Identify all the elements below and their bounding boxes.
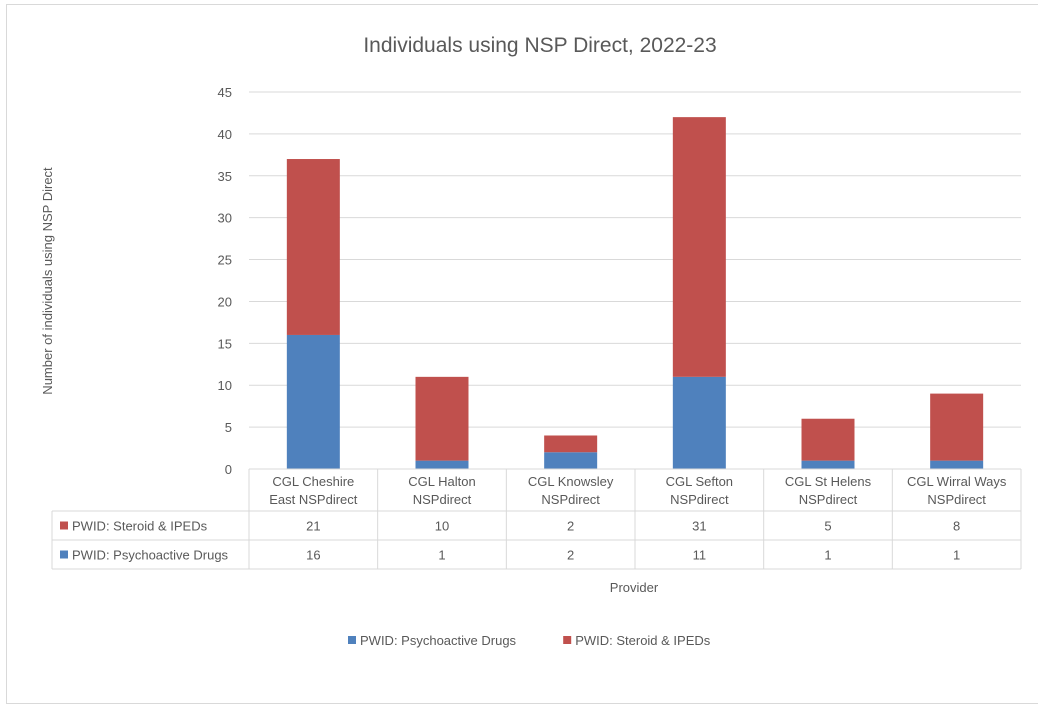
category-label: NSPdirect xyxy=(670,492,729,507)
legend: PWID: Psychoactive Drugs PWID: Steroid & … xyxy=(348,633,711,648)
category-label: CGL Knowsley xyxy=(528,474,614,489)
bar-segment xyxy=(930,460,984,469)
bar-segment xyxy=(286,334,340,469)
bar-segment xyxy=(286,159,340,335)
category-label: NSPdirect xyxy=(413,492,472,507)
y-tick-label: 30 xyxy=(218,211,232,226)
data-label: 8 xyxy=(953,519,960,534)
y-tick-label: 35 xyxy=(218,169,232,184)
y-tick-label: 45 xyxy=(218,85,232,100)
y-tick-label: 5 xyxy=(225,420,232,435)
legend-swatch xyxy=(348,636,356,644)
category-label: East NSPdirect xyxy=(269,492,358,507)
bar-segment xyxy=(801,460,855,469)
bar-segment xyxy=(672,376,726,469)
data-label: 1 xyxy=(953,548,960,563)
chart-title: Individuals using NSP Direct, 2022-23 xyxy=(363,34,716,57)
x-axis-title: Provider xyxy=(610,580,659,595)
y-tick-label: 10 xyxy=(218,378,232,393)
y-axis-ticks: 0 5 10 15 20 25 30 35 40 45 xyxy=(218,85,232,477)
table-legend-key xyxy=(60,550,68,559)
chart-container: Individuals using NSP Direct, 2022-23 Nu… xyxy=(6,4,1038,704)
data-label: 5 xyxy=(824,519,831,534)
y-tick-label: 40 xyxy=(218,127,232,142)
table-legend-key xyxy=(60,521,68,530)
y-tick-label: 20 xyxy=(218,294,232,309)
data-label: 31 xyxy=(692,519,706,534)
bar-segment xyxy=(801,418,855,461)
category-label: CGL St Helens xyxy=(785,474,872,489)
stacked-bar-chart: Individuals using NSP Direct, 2022-23 Nu… xyxy=(40,34,1022,648)
y-tick-label: 25 xyxy=(218,253,232,268)
category-label: CGL Sefton xyxy=(666,474,733,489)
data-label: 16 xyxy=(306,548,320,563)
category-label: NSPdirect xyxy=(927,492,986,507)
data-label: 2 xyxy=(567,548,574,563)
category-label: CGL Halton xyxy=(408,474,475,489)
data-table: CGL Cheshire East NSPdirect CGL Halton NSPd… xyxy=(51,468,1022,570)
category-label: NSPdirect xyxy=(799,492,858,507)
y-axis-title: Number of individuals using NSP Direct xyxy=(40,167,55,395)
bar-segment xyxy=(930,393,984,461)
bars xyxy=(286,117,984,469)
bar-segment xyxy=(544,452,598,469)
data-label: 2 xyxy=(567,519,574,534)
category-label: NSPdirect xyxy=(541,492,600,507)
bar-segment xyxy=(672,117,726,377)
data-label: 10 xyxy=(435,519,449,534)
bar-segment xyxy=(415,376,469,461)
gridlines xyxy=(249,91,1021,470)
legend-swatch xyxy=(563,636,572,644)
y-tick-label: 0 xyxy=(225,462,232,477)
legend-label: PWID: Steroid & IPEDs xyxy=(575,633,711,648)
bar-segment xyxy=(544,435,598,453)
category-label: CGL Cheshire xyxy=(272,474,354,489)
data-label: 1 xyxy=(824,548,831,563)
data-label: 21 xyxy=(306,519,320,534)
table-series-name: PWID: Psychoactive Drugs xyxy=(72,548,229,563)
legend-label: PWID: Psychoactive Drugs xyxy=(360,633,517,648)
data-label: 1 xyxy=(438,548,445,563)
bar-segment xyxy=(415,460,469,469)
y-tick-label: 15 xyxy=(218,336,232,351)
data-label: 11 xyxy=(693,548,707,563)
category-label: CGL Wirral Ways xyxy=(907,474,1007,489)
table-series-name: PWID: Steroid & IPEDs xyxy=(72,519,208,534)
